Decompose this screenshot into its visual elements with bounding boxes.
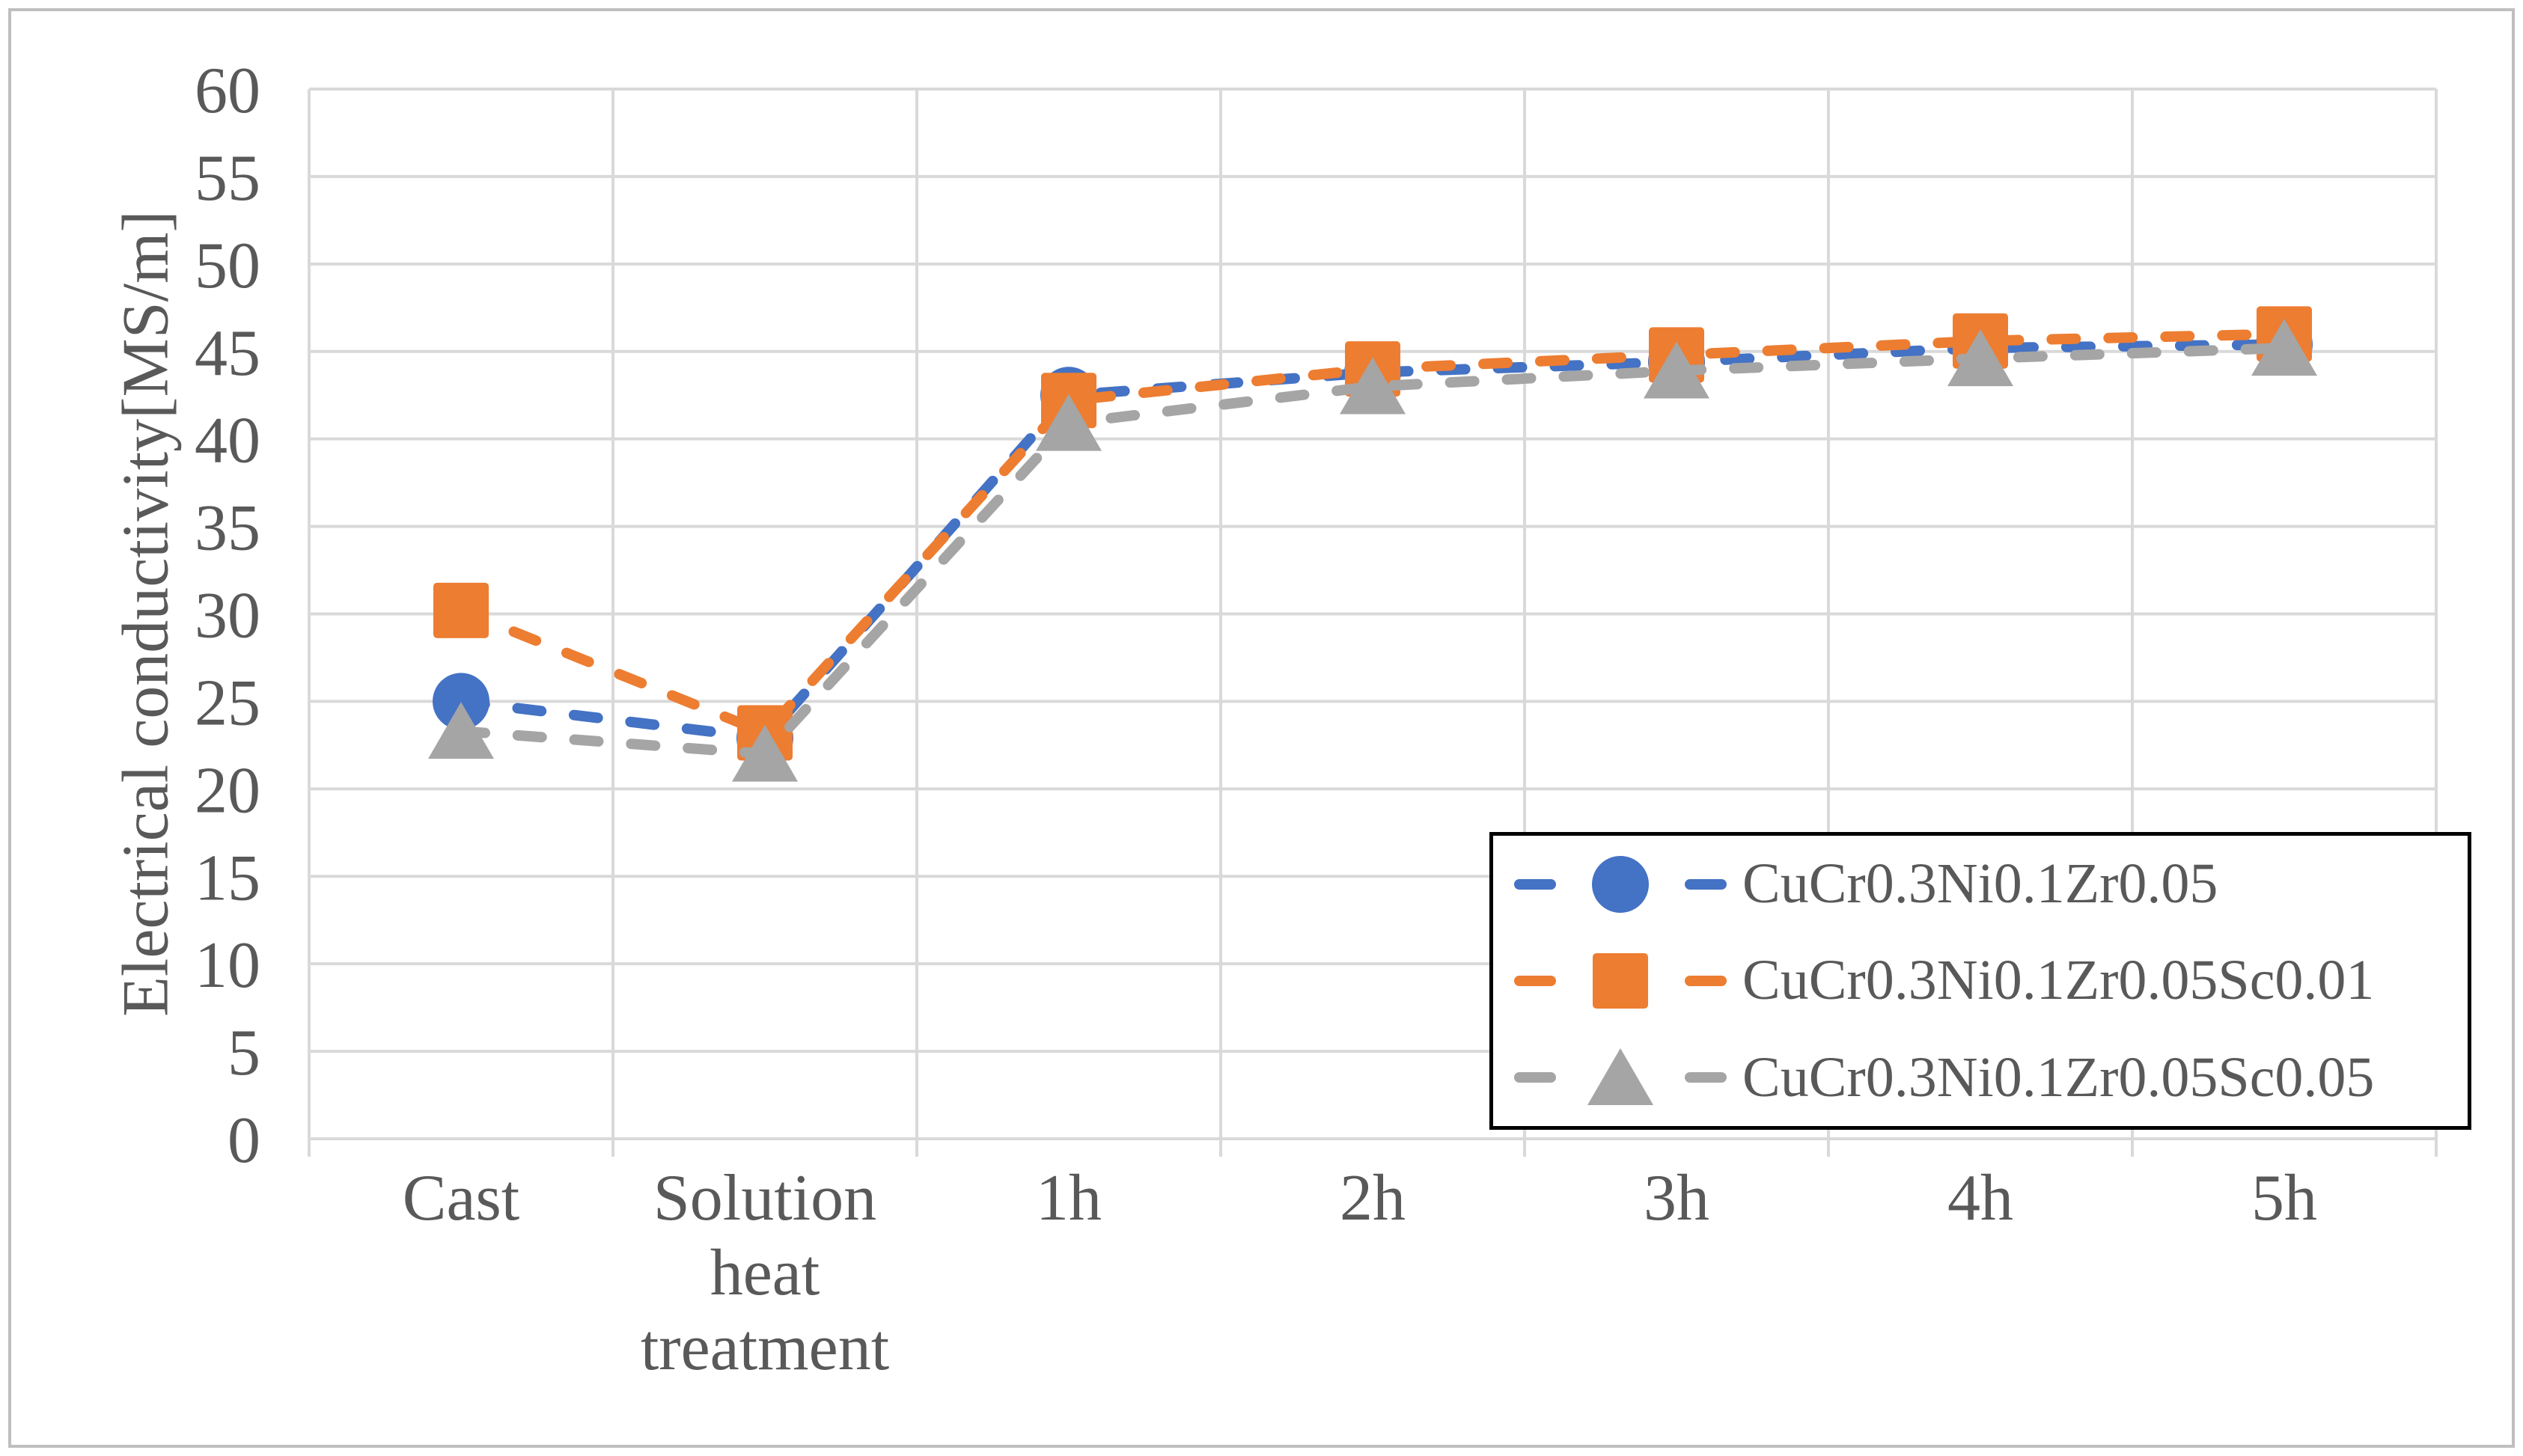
legend-label: CuCr0.3Ni0.1Zr0.05Sc0.05 — [1742, 1045, 2375, 1109]
legend-label: CuCr0.3Ni0.1Zr0.05 — [1742, 852, 2218, 916]
data-point-triangle — [1587, 1048, 1653, 1106]
legend-item: CuCr0.3Ni0.1Zr0.05 — [1493, 836, 2468, 932]
y-tick-label: 30 — [195, 580, 260, 652]
x-tick-label: 5h — [2251, 1162, 2317, 1235]
y-tick-label: 40 — [195, 405, 260, 477]
y-tick-label: 20 — [195, 754, 260, 827]
legend-marker-circle — [1514, 855, 1727, 913]
data-point-triangle — [2251, 319, 2317, 376]
legend-marker-square — [1514, 952, 1727, 1009]
y-tick-label: 45 — [195, 317, 260, 390]
y-tick-label: 35 — [195, 492, 260, 565]
data-point-triangle — [1340, 357, 1406, 415]
y-tick-label: 0 — [228, 1104, 260, 1177]
x-tick-label: 2h — [1340, 1162, 1406, 1235]
data-point-triangle — [732, 724, 798, 782]
y-tick-label: 10 — [195, 929, 260, 1002]
data-point-triangle — [428, 702, 494, 759]
data-point-circle — [1592, 855, 1649, 913]
data-point-square — [433, 582, 489, 638]
data-point-circle — [433, 673, 489, 730]
legend-marker-triangle — [1514, 1048, 1727, 1106]
legend-item: CuCr0.3Ni0.1Zr0.05Sc0.05 — [1493, 1030, 2468, 1126]
x-tick-label: 4h — [1947, 1162, 2013, 1235]
y-tick-label: 15 — [195, 842, 260, 914]
y-tick-label: 25 — [195, 667, 260, 739]
y-tick-label: 55 — [195, 142, 260, 215]
data-point-square — [1593, 952, 1648, 1009]
x-tick-label: Solution heat treatment — [640, 1162, 890, 1384]
data-point-triangle — [1036, 394, 1102, 451]
legend-item: CuCr0.3Ni0.1Zr0.05Sc0.01 — [1493, 932, 2468, 1029]
y-tick-label: 60 — [195, 55, 260, 127]
legend: CuCr0.3Ni0.1Zr0.05 CuCr0.3Ni0.1Zr0.05Sc0.… — [1489, 832, 2471, 1130]
y-axis-title: Electrical conductivity[MS/m] — [109, 210, 183, 1017]
data-point-triangle — [1947, 329, 2013, 387]
x-tick-label: 3h — [1644, 1162, 1709, 1235]
x-tick-label: Cast — [402, 1162, 520, 1235]
legend-label: CuCr0.3Ni0.1Zr0.05Sc0.01 — [1742, 949, 2375, 1012]
x-tick-label: 1h — [1036, 1162, 1102, 1235]
figure-border — [8, 8, 2515, 1448]
y-tick-label: 5 — [228, 1017, 260, 1089]
y-tick-label: 50 — [195, 230, 260, 302]
data-point-triangle — [1644, 341, 1709, 399]
